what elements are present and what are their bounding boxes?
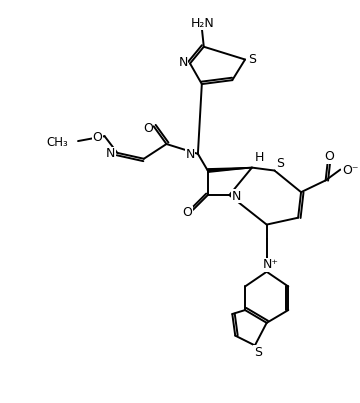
Polygon shape [208,168,252,172]
Text: S: S [276,157,284,170]
Text: O: O [182,206,192,219]
Text: CH₃: CH₃ [46,135,68,149]
Text: S: S [254,346,262,359]
Text: O⁻: O⁻ [342,164,359,177]
Text: H: H [255,151,265,164]
Text: O: O [93,131,103,143]
Text: H₂N: H₂N [191,17,215,30]
Text: N: N [231,189,241,203]
Text: N: N [185,148,195,161]
Text: N: N [106,147,115,160]
Text: N: N [179,56,188,69]
Text: O: O [325,150,334,163]
Text: N⁺: N⁺ [262,258,279,271]
Text: O: O [143,122,153,135]
Text: S: S [248,53,256,66]
